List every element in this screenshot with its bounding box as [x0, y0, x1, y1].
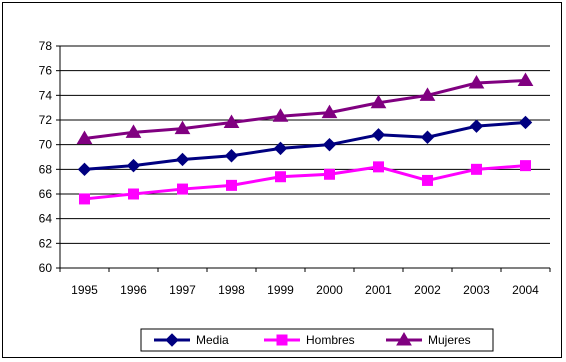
- y-tick-label: 68: [39, 162, 53, 176]
- x-tick-label: 2002: [414, 283, 441, 297]
- data-point-mujeres-2001: [370, 94, 387, 109]
- data-point-hombres-2002: [422, 174, 433, 186]
- data-point-hombres-1996: [128, 188, 139, 200]
- data-point-hombres-2003: [471, 163, 482, 175]
- data-point-media-2001: [371, 128, 386, 142]
- x-tick-label: 1998: [218, 283, 245, 297]
- y-tick-label: 60: [39, 261, 53, 275]
- legend-marker: [276, 334, 288, 346]
- y-tick-label: 70: [39, 138, 53, 152]
- data-point-media-1997: [175, 152, 190, 167]
- legend-item-hombres: Hombres: [264, 333, 355, 347]
- gridlines: [60, 45, 550, 244]
- data-point-media-2003: [469, 119, 484, 133]
- y-tick-label: 64: [39, 212, 53, 226]
- series-line-mujeres: [84, 79, 526, 140]
- y-tick-label: 78: [39, 39, 53, 53]
- data-point-mujeres-2003: [468, 75, 485, 89]
- data-point-hombres-1997: [177, 183, 188, 195]
- y-tick-label: 66: [39, 187, 53, 201]
- data-point-media-1995: [77, 162, 92, 177]
- legend-label: Media: [196, 333, 229, 347]
- y-tick-label: 62: [39, 236, 53, 250]
- x-tick-label: 1997: [169, 283, 196, 297]
- data-point-hombres-1995: [79, 193, 90, 205]
- series-line-media: [84, 120, 526, 171]
- y-tick-labels: 60 62 64 66 68 70 72 74 76 78: [39, 39, 60, 275]
- series-group: [76, 72, 534, 205]
- series-mujeres: [76, 72, 534, 144]
- data-point-media-2004: [518, 115, 533, 130]
- y-tick-label: 76: [39, 64, 53, 78]
- legend-marker: [165, 333, 179, 347]
- data-point-hombres-1999: [275, 171, 286, 183]
- x-tick-label: 1999: [267, 283, 294, 297]
- legend-label: Mujeres: [428, 333, 471, 347]
- x-tick-label: 2003: [463, 283, 490, 297]
- series-line-hombres: [84, 164, 526, 201]
- data-point-mujeres-1999: [272, 108, 289, 122]
- legend-item-mujeres: Mujeres: [386, 332, 471, 347]
- x-tick-label: 1996: [120, 283, 147, 297]
- y-tick-label: 72: [39, 113, 53, 127]
- data-point-hombres-2004: [520, 160, 531, 172]
- data-point-mujeres-2004: [517, 72, 534, 87]
- legend-marker: [396, 332, 412, 346]
- data-point-hombres-1998: [226, 179, 237, 191]
- data-point-mujeres-2002: [419, 87, 436, 101]
- x-tick-label: 2001: [365, 283, 392, 297]
- legend: Media Hombres Mujeres: [140, 328, 494, 352]
- data-point-media-2000: [322, 137, 337, 152]
- data-point-mujeres-1998: [223, 114, 240, 128]
- x-tick-label: 2004: [512, 283, 539, 297]
- data-point-media-2002: [420, 130, 435, 144]
- legend-item-media: Media: [154, 333, 229, 347]
- x-tick-label: 1995: [71, 283, 98, 297]
- x-tick-label: 2000: [316, 283, 343, 297]
- legend-label: Hombres: [306, 333, 355, 347]
- data-point-mujeres-1997: [174, 120, 191, 135]
- series-media: [77, 115, 533, 177]
- data-point-mujeres-1995: [76, 130, 93, 144]
- data-point-hombres-2000: [324, 168, 335, 180]
- data-point-media-1998: [224, 149, 239, 163]
- series-hombres: [79, 160, 531, 205]
- data-point-mujeres-1996: [125, 124, 142, 138]
- data-point-hombres-2001: [373, 161, 384, 173]
- data-point-mujeres-2000: [321, 104, 338, 119]
- data-point-media-1996: [126, 158, 141, 173]
- data-point-media-1999: [273, 141, 288, 156]
- y-tick-label: 74: [39, 88, 53, 102]
- x-tick-labels: 1995 1996 1997 1998 1999 2000 2001 2002 2003 2004: [59, 268, 551, 297]
